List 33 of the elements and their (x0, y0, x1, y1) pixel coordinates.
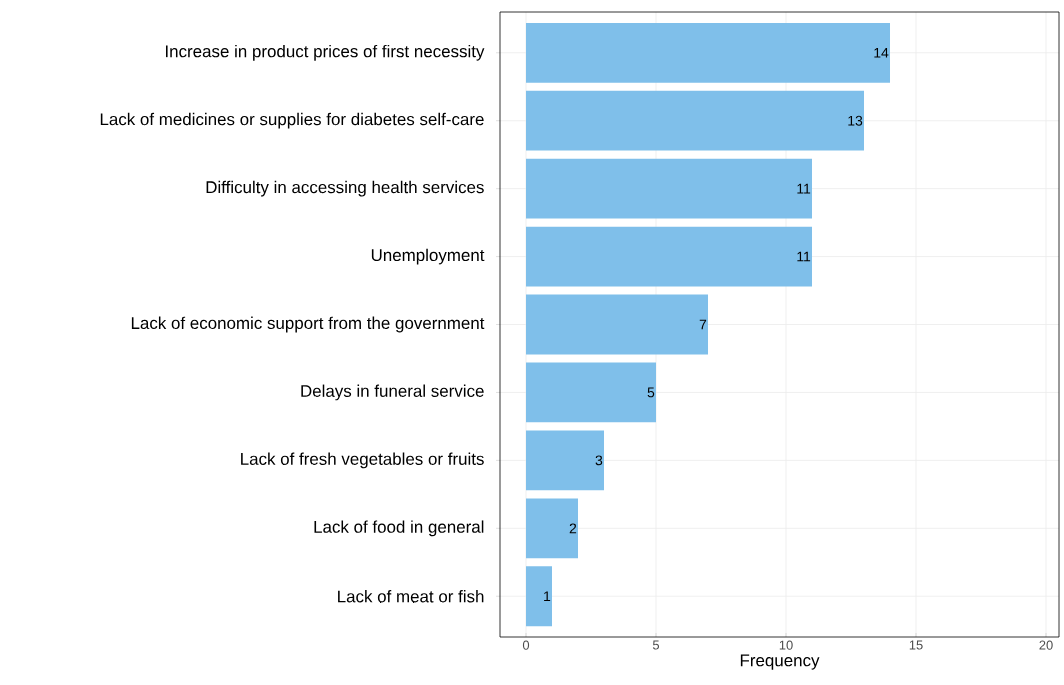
y-tick-label: Unemployment (371, 248, 485, 265)
data-label: 11 (797, 251, 811, 262)
bar (526, 294, 708, 355)
bar (526, 566, 552, 627)
x-tick-label: 20 (1039, 640, 1053, 650)
y-tick-label: Difficulty in accessing health services (206, 180, 484, 197)
bar (526, 498, 578, 559)
y-tick-label: Delays in funeral service (301, 384, 484, 401)
data-label: 3 (595, 455, 603, 466)
data-label: 5 (647, 387, 655, 398)
y-tick-label: Lack of economic support from the government (131, 316, 485, 333)
bar (526, 362, 656, 423)
bar (526, 158, 812, 219)
data-label: 7 (699, 319, 707, 330)
data-label: 1 (544, 591, 551, 602)
x-tick-label: 15 (909, 640, 923, 650)
x-tick-label: 0 (522, 640, 530, 650)
y-tick-label: Lack of medicines or supplies for diabetes self-care (100, 112, 484, 129)
y-tick-label: Lack of meat or fish (338, 590, 484, 603)
y-tick-label: Lack of food in general (314, 520, 484, 537)
x-tick-label: 10 (779, 640, 793, 650)
x-tick-label: 5 (652, 640, 660, 650)
bar (526, 90, 865, 151)
data-label: 14 (874, 47, 889, 58)
data-label: 11 (797, 183, 811, 194)
y-tick-label: Increase in product prices of first necessity (165, 44, 485, 61)
bar (526, 226, 812, 287)
data-label: 13 (848, 115, 863, 126)
bar (526, 22, 891, 83)
y-tick-label: Lack of fresh vegetables or fruits (241, 452, 484, 469)
x-axis-title: Frequency (740, 654, 820, 670)
data-label: 2 (569, 523, 577, 534)
bar (526, 430, 604, 491)
